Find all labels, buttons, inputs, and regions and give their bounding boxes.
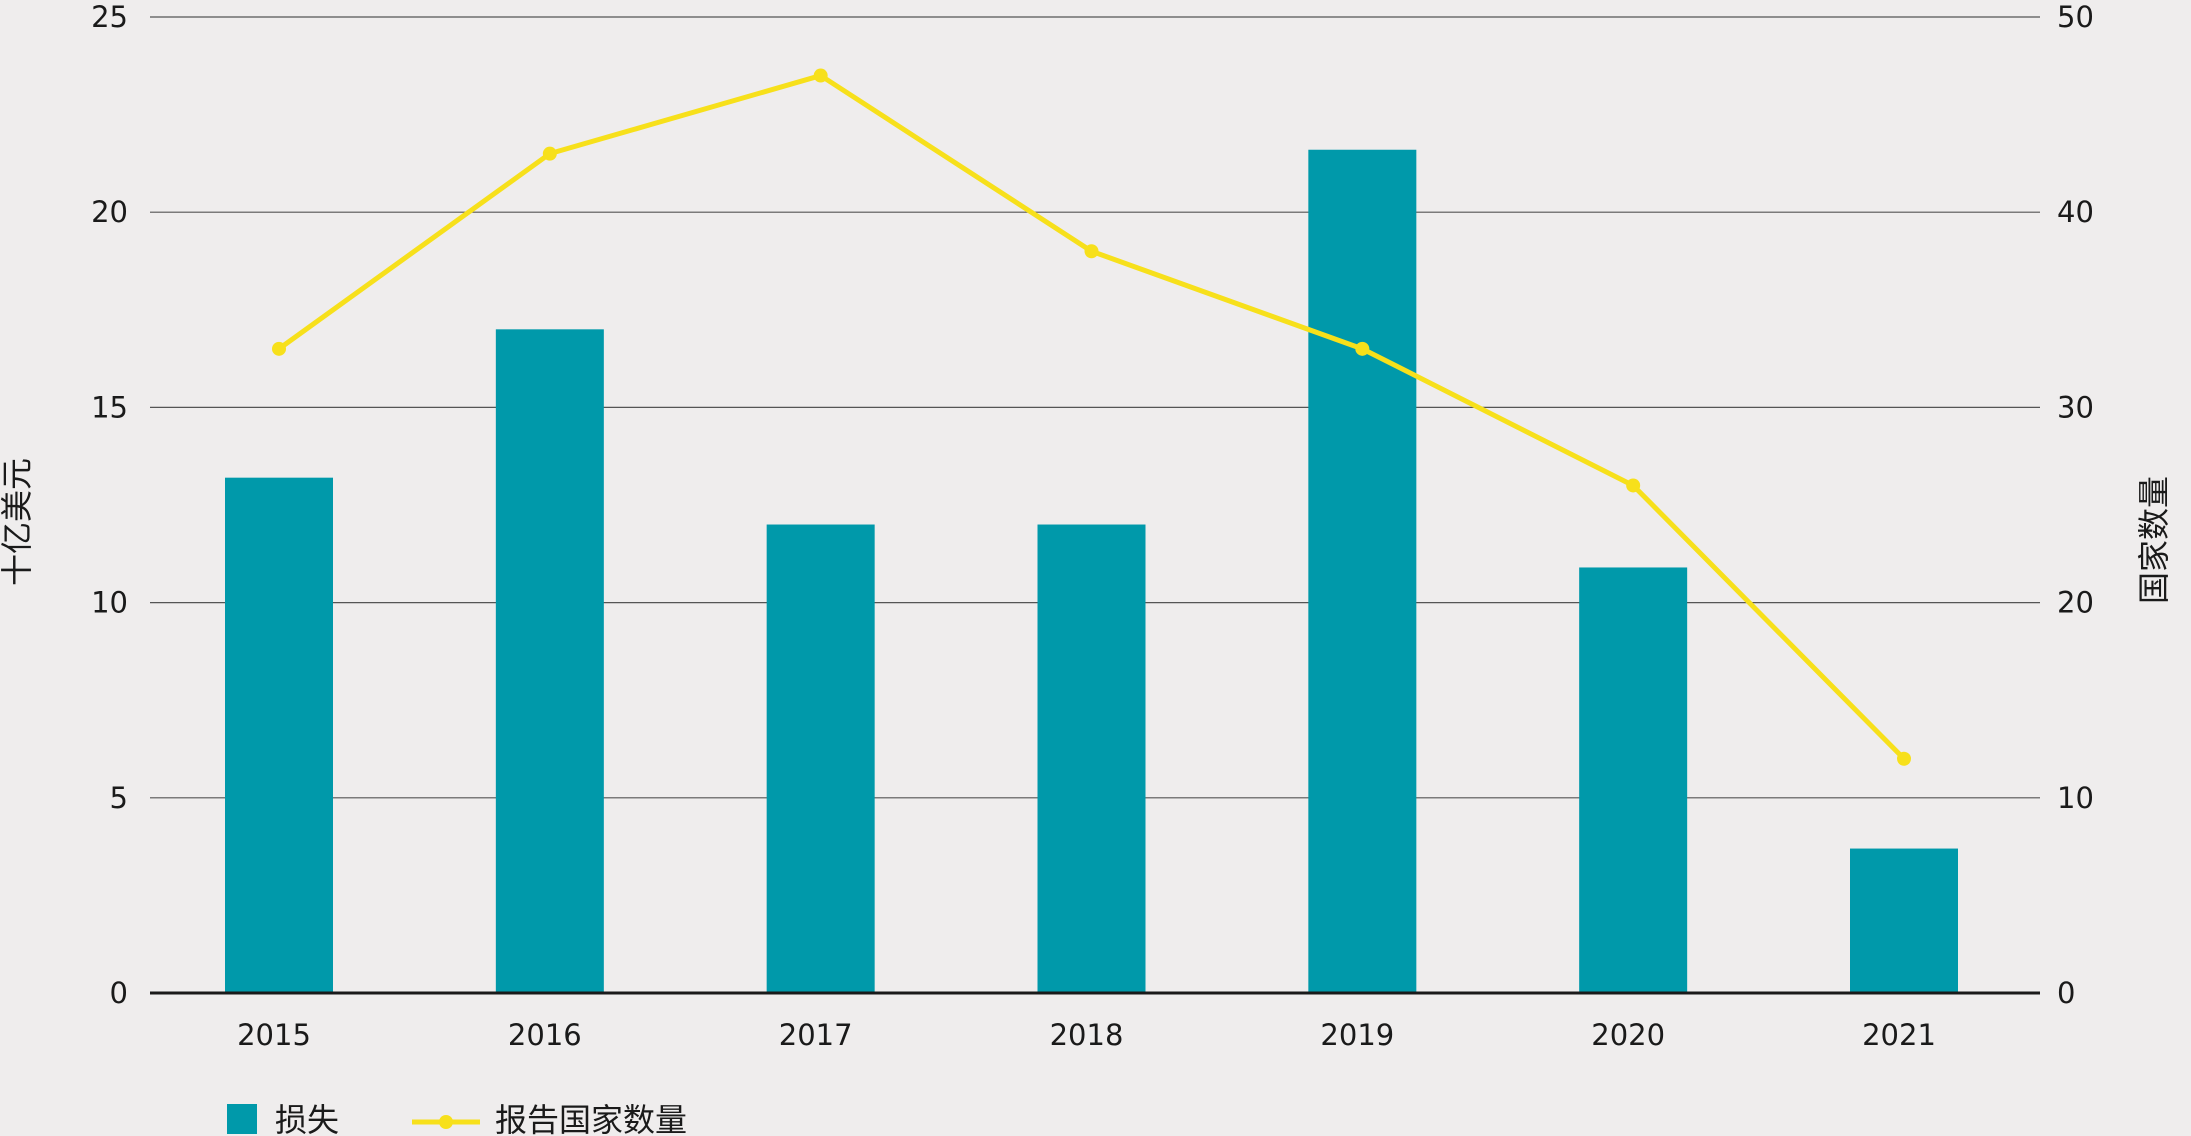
left-axis-title: 十亿美元: [0, 458, 36, 586]
right-tick-label: 50: [2057, 0, 2094, 34]
legend-label-countries: 报告国家数量: [495, 1101, 687, 1136]
bar-2018: [1037, 524, 1146, 993]
line-point-2019: [1355, 341, 1370, 356]
right-axis-ticks: 0 10 20 30 40 50: [2057, 0, 2094, 1010]
line-series-countries: [272, 68, 1911, 766]
legend-label-losses: 损失: [275, 1101, 339, 1136]
right-tick-label: 30: [2057, 390, 2094, 424]
x-tick-label: 2015: [237, 1018, 311, 1052]
x-tick-label: 2020: [1591, 1018, 1665, 1052]
left-tick-label: 0: [110, 976, 128, 1010]
right-tick-label: 40: [2057, 195, 2094, 229]
line-point-2018: [1084, 244, 1099, 259]
bar-2021: [1850, 848, 1958, 993]
bar-2015: [225, 477, 333, 993]
right-tick-label: 20: [2057, 586, 2094, 620]
left-axis-ticks: 0 5 10 15 20 25: [91, 0, 128, 1010]
bar-2017: [766, 524, 875, 993]
left-tick-label: 5: [110, 781, 128, 815]
right-axis-title: 国家数量: [2135, 476, 2173, 604]
legend-swatch-losses: [227, 1104, 257, 1134]
left-tick-label: 20: [91, 195, 128, 229]
left-tick-label: 10: [91, 586, 128, 620]
bar-2016: [495, 329, 604, 993]
line-point-2015: [272, 341, 286, 356]
x-tick-label: 2018: [1050, 1018, 1124, 1052]
x-tick-label: 2021: [1862, 1018, 1936, 1052]
x-tick-label: 2017: [779, 1018, 853, 1052]
line-point-2016: [542, 146, 557, 161]
legend: 损失 报告国家数量: [227, 1101, 687, 1136]
x-axis-ticks: 2015 2016 2017 2018 2019 2020 2021: [237, 1018, 1936, 1052]
x-tick-label: 2016: [508, 1018, 582, 1052]
line-point-2020: [1626, 478, 1641, 493]
bar-2019: [1308, 149, 1417, 994]
bar-2020: [1579, 567, 1688, 993]
line-point-2017: [813, 68, 828, 83]
right-tick-label: 0: [2057, 976, 2075, 1010]
x-tick-label: 2019: [1320, 1018, 1394, 1052]
left-tick-label: 25: [91, 0, 128, 34]
left-tick-label: 15: [91, 390, 128, 424]
line-point-2021: [1897, 751, 1911, 766]
bar-series-losses: [225, 149, 1958, 994]
right-tick-label: 10: [2057, 781, 2094, 815]
legend-line-marker: [439, 1115, 453, 1129]
